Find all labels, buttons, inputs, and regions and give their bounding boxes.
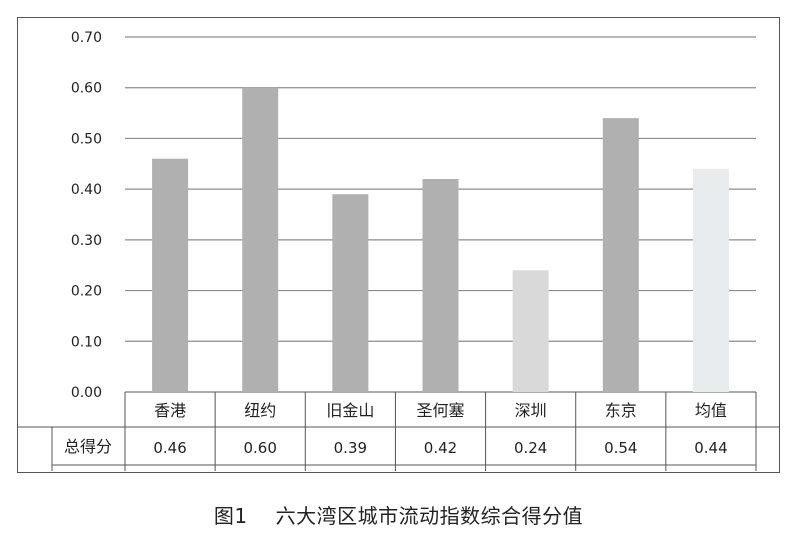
data-label: 0.46 xyxy=(153,439,186,457)
y-tick-label: 0.40 xyxy=(71,182,102,198)
x-tick-label: 深圳 xyxy=(515,401,547,420)
figure-number: 图1 xyxy=(213,504,248,528)
y-tick-label: 0.00 xyxy=(71,385,102,401)
bar xyxy=(152,158,189,392)
data-label: 0.42 xyxy=(424,439,457,457)
data-label: 0.60 xyxy=(244,439,277,457)
figure-caption: 图1 六大湾区城市流动指数综合得分值 xyxy=(0,500,797,529)
x-tick-label: 旧金山 xyxy=(326,401,374,420)
bar xyxy=(692,168,729,392)
y-tick-label: 0.70 xyxy=(71,30,102,46)
x-tick-label: 香港 xyxy=(154,401,186,420)
y-tick-label: 0.10 xyxy=(71,334,102,350)
y-tick-label: 0.50 xyxy=(71,131,102,147)
y-tick-label: 0.30 xyxy=(71,233,102,249)
figure-title: 六大湾区城市流动指数综合得分值 xyxy=(275,504,584,528)
data-label: 0.39 xyxy=(334,439,367,457)
bar xyxy=(242,87,279,392)
data-label: 0.54 xyxy=(604,439,637,457)
series-name: 总得分 xyxy=(64,437,112,456)
data-label: 0.24 xyxy=(514,439,547,457)
bar xyxy=(602,118,639,393)
x-tick-label: 东京 xyxy=(605,401,637,420)
x-tick-label: 均值 xyxy=(695,401,727,420)
chart-frame xyxy=(17,17,780,473)
bar xyxy=(332,194,369,392)
y-tick-label: 0.60 xyxy=(71,81,102,97)
x-tick-label: 纽约 xyxy=(244,401,276,420)
data-label: 0.44 xyxy=(694,439,727,457)
y-tick-label: 0.20 xyxy=(71,284,102,300)
x-tick-label: 圣何塞 xyxy=(416,401,464,420)
bar xyxy=(422,179,459,392)
bar xyxy=(512,270,549,392)
